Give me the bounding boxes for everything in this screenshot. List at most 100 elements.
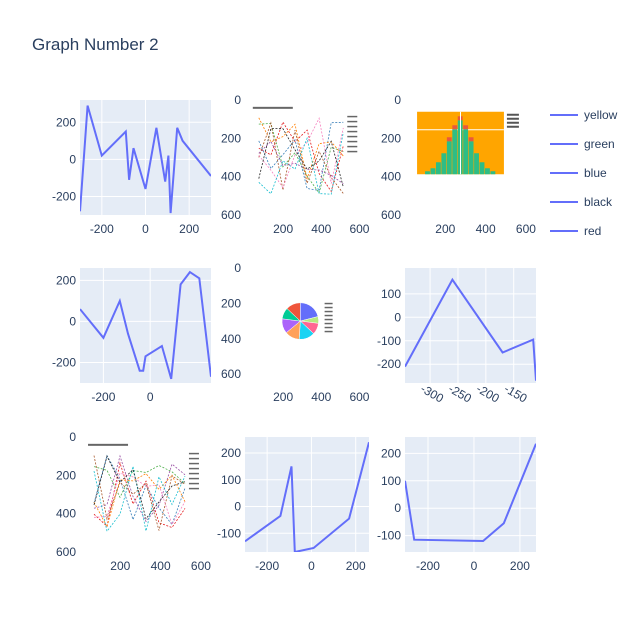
x-tick-label: 200: [273, 390, 293, 404]
thumbnail-title-mark: [252, 106, 293, 109]
subplot-r1c1: 200 0 -200 -200 0 200: [52, 100, 211, 236]
thumbnail-hist-bar: [468, 141, 474, 175]
thumbnail-series: [93, 455, 186, 531]
thumbnail-series: [93, 466, 186, 533]
thumbnail-hist-bar: [479, 162, 485, 175]
y-tick-label: 200: [221, 296, 241, 310]
thumbnail-legend-mark: [188, 472, 199, 475]
pie-legend-mark: [324, 302, 333, 305]
series-line: [405, 443, 536, 543]
pie-legend-mark: [324, 310, 333, 313]
y-tick-label: -200: [377, 357, 401, 371]
y-tick-label: 400: [221, 332, 241, 346]
thumbnail-legend-mark: [188, 452, 199, 455]
thumbnail-series: [93, 454, 186, 523]
series-line: [405, 277, 536, 381]
thumbnail-series: [258, 132, 344, 195]
thumbnail-hist-bar: [435, 162, 441, 175]
y-tick-label: 200: [56, 115, 76, 129]
thumbnail-legend-mark: [347, 140, 358, 143]
y-tick-label: 0: [69, 314, 76, 328]
thumbnail-hist-cap: [452, 125, 458, 130]
thumbnail-legend-mark: [347, 120, 358, 123]
x-tick-label: -200: [474, 381, 502, 405]
x-tick-label: 0: [147, 390, 154, 404]
thumbnail-legend-mark: [347, 125, 358, 128]
y-tick-label: 0: [234, 93, 241, 107]
subplot-r2c1: 200 0 -200 -200 0: [52, 268, 211, 404]
y-tick-label: 600: [221, 208, 241, 222]
x-tick-label: 0: [142, 222, 149, 236]
y-tick-label: 0: [234, 500, 241, 514]
legend-label: yellow: [584, 108, 618, 122]
thumbnail-frame: [248, 103, 364, 208]
thumbnail-hist-bar: [452, 129, 458, 175]
thumbnail-legend-mark: [188, 462, 199, 465]
x-tick-label: -200: [91, 390, 115, 404]
thumbnail-hist-bar: [441, 153, 447, 175]
x-tick-label: 200: [273, 222, 293, 236]
pie-legend-mark: [324, 326, 333, 329]
y-tick-label: 100: [221, 473, 241, 487]
x-tick-label: 200: [510, 559, 530, 573]
legend[interactable]: yellow green blue black red: [550, 108, 618, 238]
y-tick-label: 200: [221, 131, 241, 145]
x-tick-label: 600: [516, 222, 536, 236]
legend-item-green[interactable]: green: [550, 137, 615, 151]
thumbnail-hist-cap: [446, 137, 452, 142]
thumbnail-hist-bar: [430, 168, 436, 175]
y-tick-label: -100: [377, 529, 401, 543]
series-line: [80, 270, 211, 380]
subplot-r2c2: 0 200 400 600 200 400 600: [221, 261, 370, 404]
x-tick-label: -200: [255, 559, 279, 573]
y-tick-label: 200: [381, 446, 401, 460]
subplot-r1c3: 0 200 400 600 200 400 600: [381, 93, 536, 236]
legend-item-black[interactable]: black: [550, 195, 613, 209]
y-tick-label: 100: [381, 287, 401, 301]
y-tick-label: 0: [69, 152, 76, 166]
series-line: [80, 105, 211, 214]
x-tick-label: 600: [349, 222, 369, 236]
thumbnail-series: [93, 454, 186, 526]
pie-legend-mark: [324, 318, 333, 321]
x-tick-label: -200: [416, 559, 440, 573]
x-tick-label: -300: [418, 381, 446, 405]
thumbnail-legend-mark: [506, 125, 519, 128]
x-tick-label: 0: [471, 559, 478, 573]
y-tick-label: 100: [381, 474, 401, 488]
figure-title: Graph Number 2: [32, 35, 159, 54]
thumbnail-hist-bar: [474, 153, 479, 175]
pie-legend-mark: [324, 314, 333, 317]
y-tick-label: -100: [377, 334, 401, 348]
thumbnail-legend-mark: [506, 117, 519, 120]
y-tick-label: 400: [221, 170, 241, 184]
x-tick-label: 400: [476, 222, 496, 236]
legend-item-blue[interactable]: blue: [550, 166, 607, 180]
thumbnail-legend-mark: [506, 121, 519, 124]
x-tick-label: 400: [311, 222, 331, 236]
thumbnail-legend-mark: [188, 482, 199, 485]
pie-legend-mark: [324, 306, 333, 309]
pie-legend-mark: [324, 330, 333, 333]
legend-item-red[interactable]: red: [550, 224, 601, 238]
subplot-grid: 200 0 -200 -200 0 200 0 200 400 600 200 400 600 0 200 4…: [52, 93, 536, 573]
legend-label: red: [584, 224, 601, 238]
x-tick-label: -150: [502, 381, 530, 405]
y-tick-label: -100: [217, 526, 241, 540]
pie-legend-mark: [324, 322, 333, 325]
y-tick-label: 200: [381, 131, 401, 145]
thumbnail-legend-mark: [347, 145, 358, 148]
thumbnail-hist-bar: [463, 129, 469, 175]
legend-item-yellow[interactable]: yellow: [550, 108, 618, 122]
y-tick-label: 0: [234, 261, 241, 275]
y-tick-label: 400: [56, 507, 76, 521]
thumbnail-hist-bar: [485, 168, 490, 175]
thumbnail-series: [258, 128, 344, 188]
thumbnail-hist-bar: [446, 141, 452, 175]
subplot-r3c1: 0 200 400 600 200 400 600: [56, 430, 211, 573]
y-tick-label: 0: [69, 430, 76, 444]
x-tick-label: 200: [179, 222, 199, 236]
thumbnail-legend-mark: [347, 150, 358, 153]
plot-area-r2c3: [405, 268, 536, 383]
x-tick-label: 200: [435, 222, 455, 236]
